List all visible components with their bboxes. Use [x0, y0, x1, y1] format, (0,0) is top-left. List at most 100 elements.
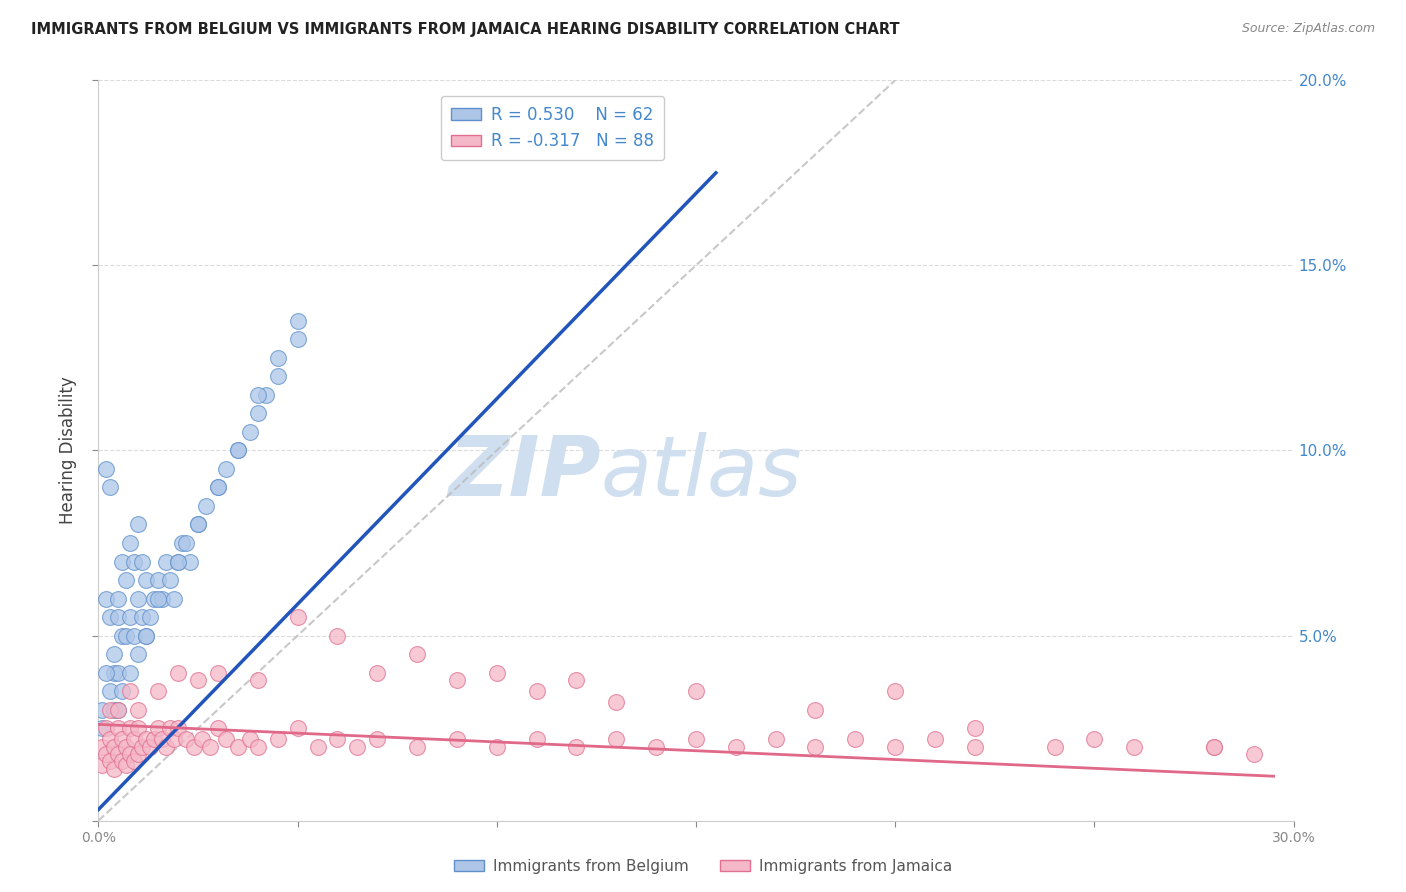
Point: [111, 628, 134, 642]
Point: [98, 481, 122, 495]
Point: [163, 591, 186, 606]
Point: [96, 591, 118, 606]
Point: [135, 732, 157, 747]
Point: [267, 351, 290, 365]
Point: [96, 747, 118, 761]
Point: [115, 628, 138, 642]
Point: [131, 739, 153, 754]
Point: [246, 739, 269, 754]
Text: ZIP: ZIP: [447, 432, 600, 513]
Point: [1202, 739, 1225, 754]
Point: [103, 762, 125, 776]
Point: [174, 536, 197, 550]
Point: [406, 739, 429, 754]
Point: [605, 695, 627, 709]
Point: [150, 732, 173, 747]
Point: [120, 747, 142, 761]
Point: [107, 665, 129, 680]
Point: [765, 732, 787, 747]
Point: [96, 665, 118, 680]
Point: [485, 665, 508, 680]
Point: [326, 628, 349, 642]
Point: [565, 739, 588, 754]
Point: [120, 536, 142, 550]
Point: [226, 443, 249, 458]
Point: [107, 591, 129, 606]
Legend: Immigrants from Belgium, Immigrants from Jamaica: Immigrants from Belgium, Immigrants from…: [447, 853, 959, 880]
Point: [98, 755, 122, 769]
Point: [844, 732, 866, 747]
Point: [131, 610, 153, 624]
Point: [111, 755, 134, 769]
Point: [526, 732, 548, 747]
Point: [187, 517, 209, 532]
Point: [148, 684, 170, 698]
Point: [191, 732, 214, 747]
Point: [226, 443, 249, 458]
Point: [143, 591, 166, 606]
Point: [148, 591, 170, 606]
Point: [124, 755, 146, 769]
Point: [565, 673, 588, 687]
Text: Source: ZipAtlas.com: Source: ZipAtlas.com: [1241, 22, 1375, 36]
Point: [287, 314, 309, 328]
Point: [1043, 739, 1066, 754]
Point: [111, 684, 134, 698]
Point: [127, 647, 149, 661]
Point: [406, 647, 429, 661]
Point: [131, 554, 153, 569]
Point: [163, 732, 186, 747]
Point: [207, 481, 229, 495]
Point: [120, 684, 142, 698]
Point: [287, 610, 309, 624]
Y-axis label: Hearing Disability: Hearing Disability: [59, 376, 77, 524]
Point: [155, 739, 177, 754]
Point: [167, 721, 190, 735]
Point: [115, 758, 138, 772]
Point: [167, 554, 190, 569]
Point: [215, 732, 238, 747]
Point: [724, 739, 747, 754]
Point: [159, 573, 181, 587]
Point: [127, 703, 149, 717]
Point: [1202, 739, 1225, 754]
Point: [307, 739, 329, 754]
Text: atlas: atlas: [600, 432, 801, 513]
Point: [159, 721, 181, 735]
Point: [115, 739, 138, 754]
Point: [107, 703, 129, 717]
Point: [107, 721, 129, 735]
Point: [98, 703, 122, 717]
Point: [246, 388, 269, 402]
Point: [124, 732, 146, 747]
Point: [172, 536, 194, 550]
Point: [143, 732, 166, 747]
Point: [135, 628, 157, 642]
Point: [135, 628, 157, 642]
Point: [215, 462, 238, 476]
Point: [150, 591, 173, 606]
Point: [135, 573, 157, 587]
Point: [91, 703, 114, 717]
Point: [107, 610, 129, 624]
Point: [685, 684, 707, 698]
Point: [96, 462, 118, 476]
Point: [346, 739, 368, 754]
Point: [96, 721, 118, 735]
Point: [207, 721, 229, 735]
Point: [287, 332, 309, 346]
Point: [446, 732, 468, 747]
Point: [267, 732, 290, 747]
Point: [267, 369, 290, 384]
Point: [195, 499, 218, 513]
Point: [120, 610, 142, 624]
Point: [124, 554, 146, 569]
Point: [246, 407, 269, 421]
Point: [326, 732, 349, 747]
Point: [884, 684, 907, 698]
Point: [120, 665, 142, 680]
Point: [91, 739, 114, 754]
Point: [103, 703, 125, 717]
Point: [107, 747, 129, 761]
Point: [103, 665, 125, 680]
